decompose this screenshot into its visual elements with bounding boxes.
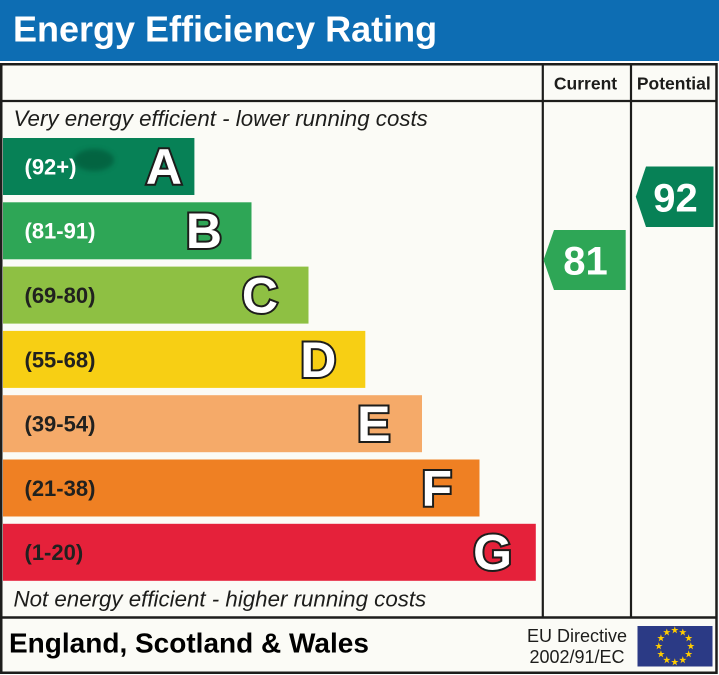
svg-text:2002/91/EC: 2002/91/EC: [529, 647, 624, 667]
svg-text:(55-68): (55-68): [25, 347, 96, 372]
svg-text:Not energy efficient - higher: Not energy efficient - higher running co…: [14, 587, 427, 612]
svg-text:Energy Efficiency Rating: Energy Efficiency Rating: [13, 9, 437, 50]
svg-text:F: F: [421, 460, 452, 516]
svg-text:(1-20): (1-20): [25, 540, 84, 565]
svg-text:E: E: [357, 396, 390, 452]
svg-text:A: A: [146, 139, 182, 195]
svg-text:(92+): (92+): [25, 154, 77, 179]
svg-text:Potential: Potential: [637, 74, 711, 94]
svg-text:(81-91): (81-91): [25, 219, 96, 244]
svg-text:92: 92: [653, 176, 698, 220]
svg-text:Current: Current: [554, 74, 617, 94]
svg-text:Very energy efficient - lower: Very energy efficient - lower running co…: [14, 106, 428, 131]
svg-text:81: 81: [563, 239, 608, 283]
svg-text:(69-80): (69-80): [25, 283, 96, 308]
svg-text:(39-54): (39-54): [25, 412, 96, 437]
svg-text:C: C: [242, 268, 278, 324]
svg-text:EU Directive: EU Directive: [527, 626, 627, 646]
svg-text:G: G: [473, 525, 512, 581]
svg-text:(21-38): (21-38): [25, 476, 96, 501]
svg-text:England, Scotland & Wales: England, Scotland & Wales: [9, 627, 369, 658]
svg-text:D: D: [300, 332, 336, 388]
svg-text:B: B: [186, 203, 222, 259]
